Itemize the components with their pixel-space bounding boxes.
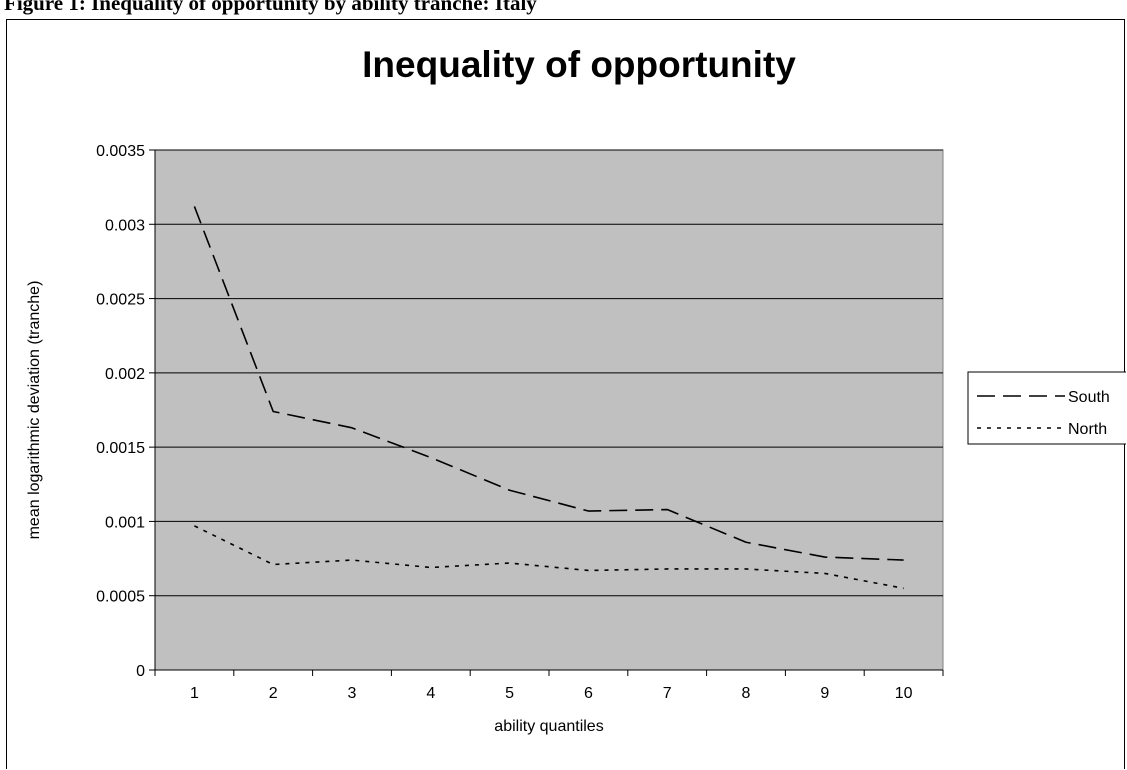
x-tick-label: 3 [348,685,357,702]
x-axis-label: ability quantiles [494,718,603,735]
y-tick-label: 0.0035 [96,143,145,160]
legend-label-south: South [1068,389,1110,406]
y-tick-label: 0.0015 [96,440,145,457]
data-point-north [194,525,196,527]
x-tick-label: 4 [426,685,435,702]
data-point-south [903,559,905,561]
series-line-south [193,206,904,561]
data-point-south [430,457,432,459]
data-point-south [824,556,826,558]
data-point-north [824,573,826,575]
series-lines [193,206,905,590]
data-point-south [745,541,747,543]
data-point-north [588,570,590,572]
y-tick-label: 0.0005 [96,589,145,606]
y-tick-label: 0.003 [105,217,145,234]
data-point-north [903,587,905,589]
y-axis-label: mean logarithmic deviation (tranche) [26,281,43,540]
gridlines [155,149,943,597]
x-tick-label: 8 [742,685,751,702]
x-tick-label: 2 [269,685,278,702]
x-tick-label: 1 [190,685,199,702]
x-tick-label: 6 [584,685,593,702]
data-point-south [194,206,196,208]
y-tick-label: 0.0025 [96,292,145,309]
data-point-south [351,427,353,429]
data-point-south [666,509,668,511]
data-point-south [272,411,274,413]
plot-area [154,149,944,671]
y-tick-label: 0.002 [105,366,145,383]
legend-label-north: North [1068,421,1107,438]
data-point-north [509,562,511,564]
data-point-north [272,564,274,566]
data-point-north [745,568,747,570]
line-chart: Inequality of opportunity 0 0.0005 0.001 0.… [26,44,1126,735]
chart-title: Inequality of opportunity [362,44,796,85]
data-point-north [351,559,353,561]
series-line-north [194,525,904,590]
legend: South North [967,371,1126,445]
y-tick-label: 0.001 [105,514,145,531]
figure-caption: Figure 1: Inequality of opportunity by a… [4,0,537,15]
x-tick-label: 7 [663,685,672,702]
data-point-north [430,567,432,569]
legend-box [967,371,1126,445]
y-tick-label: 0 [136,663,145,680]
data-point-north [666,568,668,570]
chart-area: Inequality of opportunity 0 0.0005 0.001 0.… [6,19,1126,769]
data-point-south [588,510,590,512]
x-tick-label: 10 [895,685,913,702]
axes: 0 0.0005 0.001 0.0015 0.002 0.0025 0.003 0.0035… [96,143,944,702]
data-point-south [509,489,511,491]
x-tick-label: 5 [505,685,514,702]
x-tick-label: 9 [820,685,829,702]
